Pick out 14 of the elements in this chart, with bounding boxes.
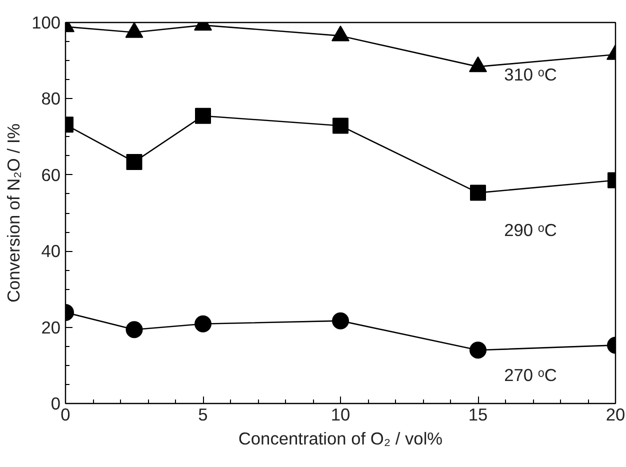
x-tick-label: 10 (330, 404, 350, 424)
y-tick-label: 60 (41, 164, 61, 185)
y-tick-label: 100 (32, 12, 61, 32)
x-axis-title: Concentration of O₂ / vol% (238, 428, 443, 448)
y-tick-label: 40 (41, 241, 61, 262)
series-label: 310 ᵒC (504, 64, 557, 85)
series-label: 270 ᵒC (504, 365, 557, 386)
x-tick-label: 20 (606, 404, 626, 424)
x-tick-label: 5 (198, 404, 208, 424)
x-tick-label: 15 (468, 404, 488, 424)
y-tick-label: 80 (41, 88, 61, 109)
y-tick-label: 20 (41, 317, 61, 338)
y-axis-title: Conversion of N₂O / I% (4, 123, 24, 303)
series-label: 290 ᵒC (504, 220, 557, 240)
